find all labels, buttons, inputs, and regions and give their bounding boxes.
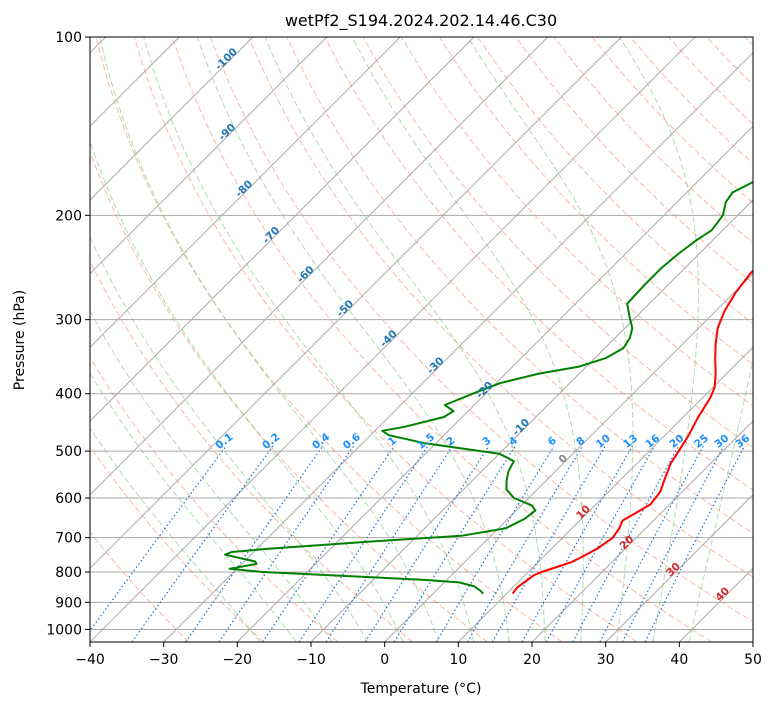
dry-adiabat-line xyxy=(210,37,753,623)
mixing-ratio-line xyxy=(621,445,725,642)
y-tick-label: 800 xyxy=(55,565,82,581)
y-tick-label: 100 xyxy=(55,30,82,46)
profile-series-line xyxy=(511,269,753,595)
moist-adiabat-line xyxy=(351,37,584,642)
adiabat-layer xyxy=(90,37,753,642)
x-tick-label: −20 xyxy=(223,652,253,668)
moist-adiabat-line xyxy=(264,37,546,642)
x-tick-label: 20 xyxy=(523,652,541,668)
moist-adiabat-line xyxy=(619,37,699,642)
y-tick-label: 700 xyxy=(55,531,82,547)
mixing-ratio-line xyxy=(298,445,429,642)
dry-adiabat-line xyxy=(90,445,264,642)
mixing-ratio-line xyxy=(521,445,634,642)
y-axis-title: Pressure (hPa) xyxy=(12,290,28,390)
mixing-ratio-line xyxy=(545,445,656,642)
isotherm-line xyxy=(90,37,401,349)
dry-adiabat-line xyxy=(95,37,563,642)
mixing-ratio-line xyxy=(185,445,324,642)
moist-adiabat-line xyxy=(90,427,261,642)
mixing-ratio-line xyxy=(435,445,555,642)
dry-adiabat-line xyxy=(248,37,753,578)
x-tick-label: 50 xyxy=(744,652,762,668)
moist-adiabat-line xyxy=(90,372,297,642)
dry-adiabat-line xyxy=(438,37,753,366)
isotherm-line xyxy=(90,37,475,422)
moist-adiabat-line xyxy=(90,139,404,642)
isotherm-line xyxy=(163,51,753,642)
isotherm-line xyxy=(90,37,696,642)
dry-adiabat-line xyxy=(90,150,488,642)
moist-adiabat-line xyxy=(90,235,369,642)
isotherm-line xyxy=(605,493,753,642)
profile-series-line xyxy=(224,180,753,595)
y-tick-label: 1000 xyxy=(46,622,82,638)
x-tick-label: −10 xyxy=(296,652,326,668)
y-tick-label: 300 xyxy=(55,313,82,329)
isotherm-line xyxy=(90,37,328,275)
x-tick-label: 0 xyxy=(380,652,389,668)
dry-adiabat-line xyxy=(90,531,190,642)
y-tick-label: 900 xyxy=(55,595,82,611)
isotherm-line xyxy=(457,346,753,642)
isotherm-line xyxy=(90,37,254,201)
dry-adiabat-line xyxy=(90,259,414,642)
mixing-ratio-line xyxy=(262,445,395,642)
mixing-ratio-line xyxy=(218,445,355,642)
isotherm-line xyxy=(90,37,622,570)
profile-layer xyxy=(224,180,753,595)
mixing-ratio-line xyxy=(393,445,516,642)
moist-adiabat-line xyxy=(688,357,753,642)
x-tick-label: 30 xyxy=(597,652,615,668)
mixing-ratio-line xyxy=(644,445,746,642)
plot-frame xyxy=(89,36,754,643)
axes-layer: −40 −30 −20 −10 0 10 20 30 40 50 100 200 300 400 500 60… xyxy=(46,30,762,668)
isotherm-line xyxy=(531,420,753,642)
isotherm-line xyxy=(236,125,753,642)
moist-adiabat-line xyxy=(99,37,439,642)
dry-adiabat-line xyxy=(90,356,339,642)
y-tick-label: 400 xyxy=(55,387,82,403)
grid-layer xyxy=(90,37,753,642)
chart-title: wetPf2_S194.2024.202.14.46.C30 xyxy=(285,11,557,31)
x-tick-label: −30 xyxy=(149,652,179,668)
isotherm-line xyxy=(384,272,753,642)
x-axis-title: Temperature (°C) xyxy=(360,681,482,697)
dry-adiabat-line xyxy=(171,37,712,642)
x-tick-label: −40 xyxy=(75,652,105,668)
mixing-ratio-line xyxy=(131,445,274,642)
mixing-ratio-line xyxy=(364,445,490,642)
moist-adiabat-line xyxy=(143,37,475,642)
y-tick-label: 600 xyxy=(55,491,82,507)
isotherm-line xyxy=(90,37,549,496)
x-tick-label: 10 xyxy=(449,652,467,668)
y-tick-label: 200 xyxy=(55,208,82,224)
y-tick-label: 500 xyxy=(55,444,82,460)
x-tick-label: 40 xyxy=(670,652,688,668)
dry-adiabat-line xyxy=(515,37,753,284)
mixing-ratio-line xyxy=(325,445,454,642)
dry-adiabat-line xyxy=(400,37,753,407)
mixing-ratio-line xyxy=(466,445,584,642)
dry-adiabat-line xyxy=(133,37,638,642)
dry-adiabat-line xyxy=(286,37,753,534)
